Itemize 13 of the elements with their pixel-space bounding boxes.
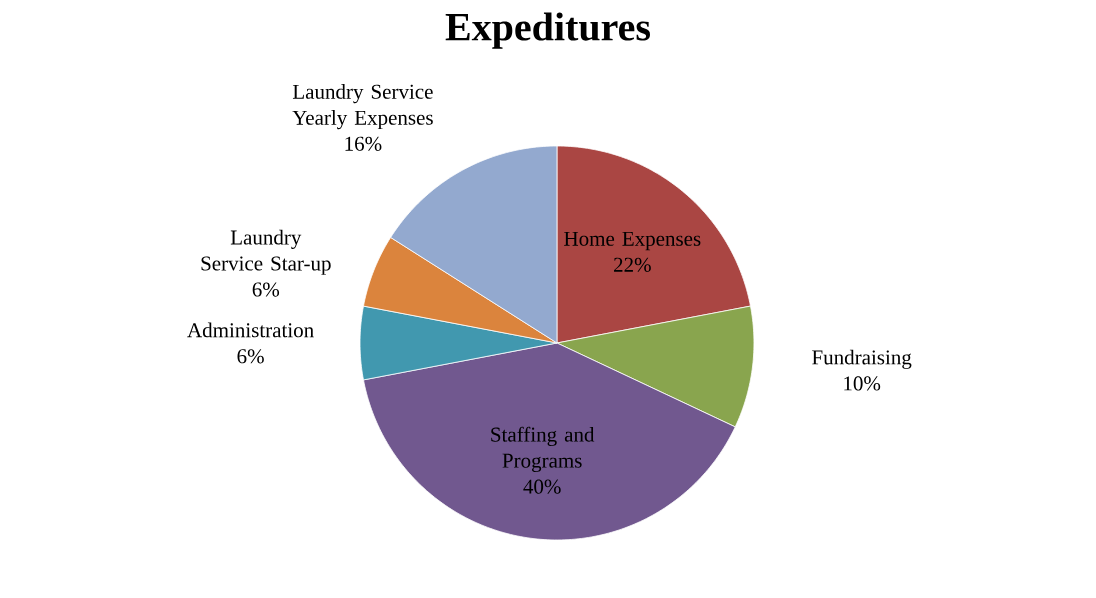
data-label: 6% xyxy=(237,349,264,364)
slice-label: Laundry Service Star-up xyxy=(201,229,331,275)
data-label: 6% xyxy=(252,282,280,297)
data-label: 10% xyxy=(844,376,881,391)
slice-label: Laundry Service Yearly Expenses xyxy=(292,84,433,130)
slice-label: Home Expenses xyxy=(564,231,701,251)
data-label: 16% xyxy=(345,136,382,151)
slice-label: Administration xyxy=(187,322,314,338)
data-label: 40% xyxy=(523,479,561,494)
slice-label: Fundraising xyxy=(812,349,912,369)
data-label: 22% xyxy=(614,257,651,272)
slice-label: Staffing and Programs xyxy=(491,426,595,473)
chart-title: Expeditures xyxy=(445,12,650,49)
